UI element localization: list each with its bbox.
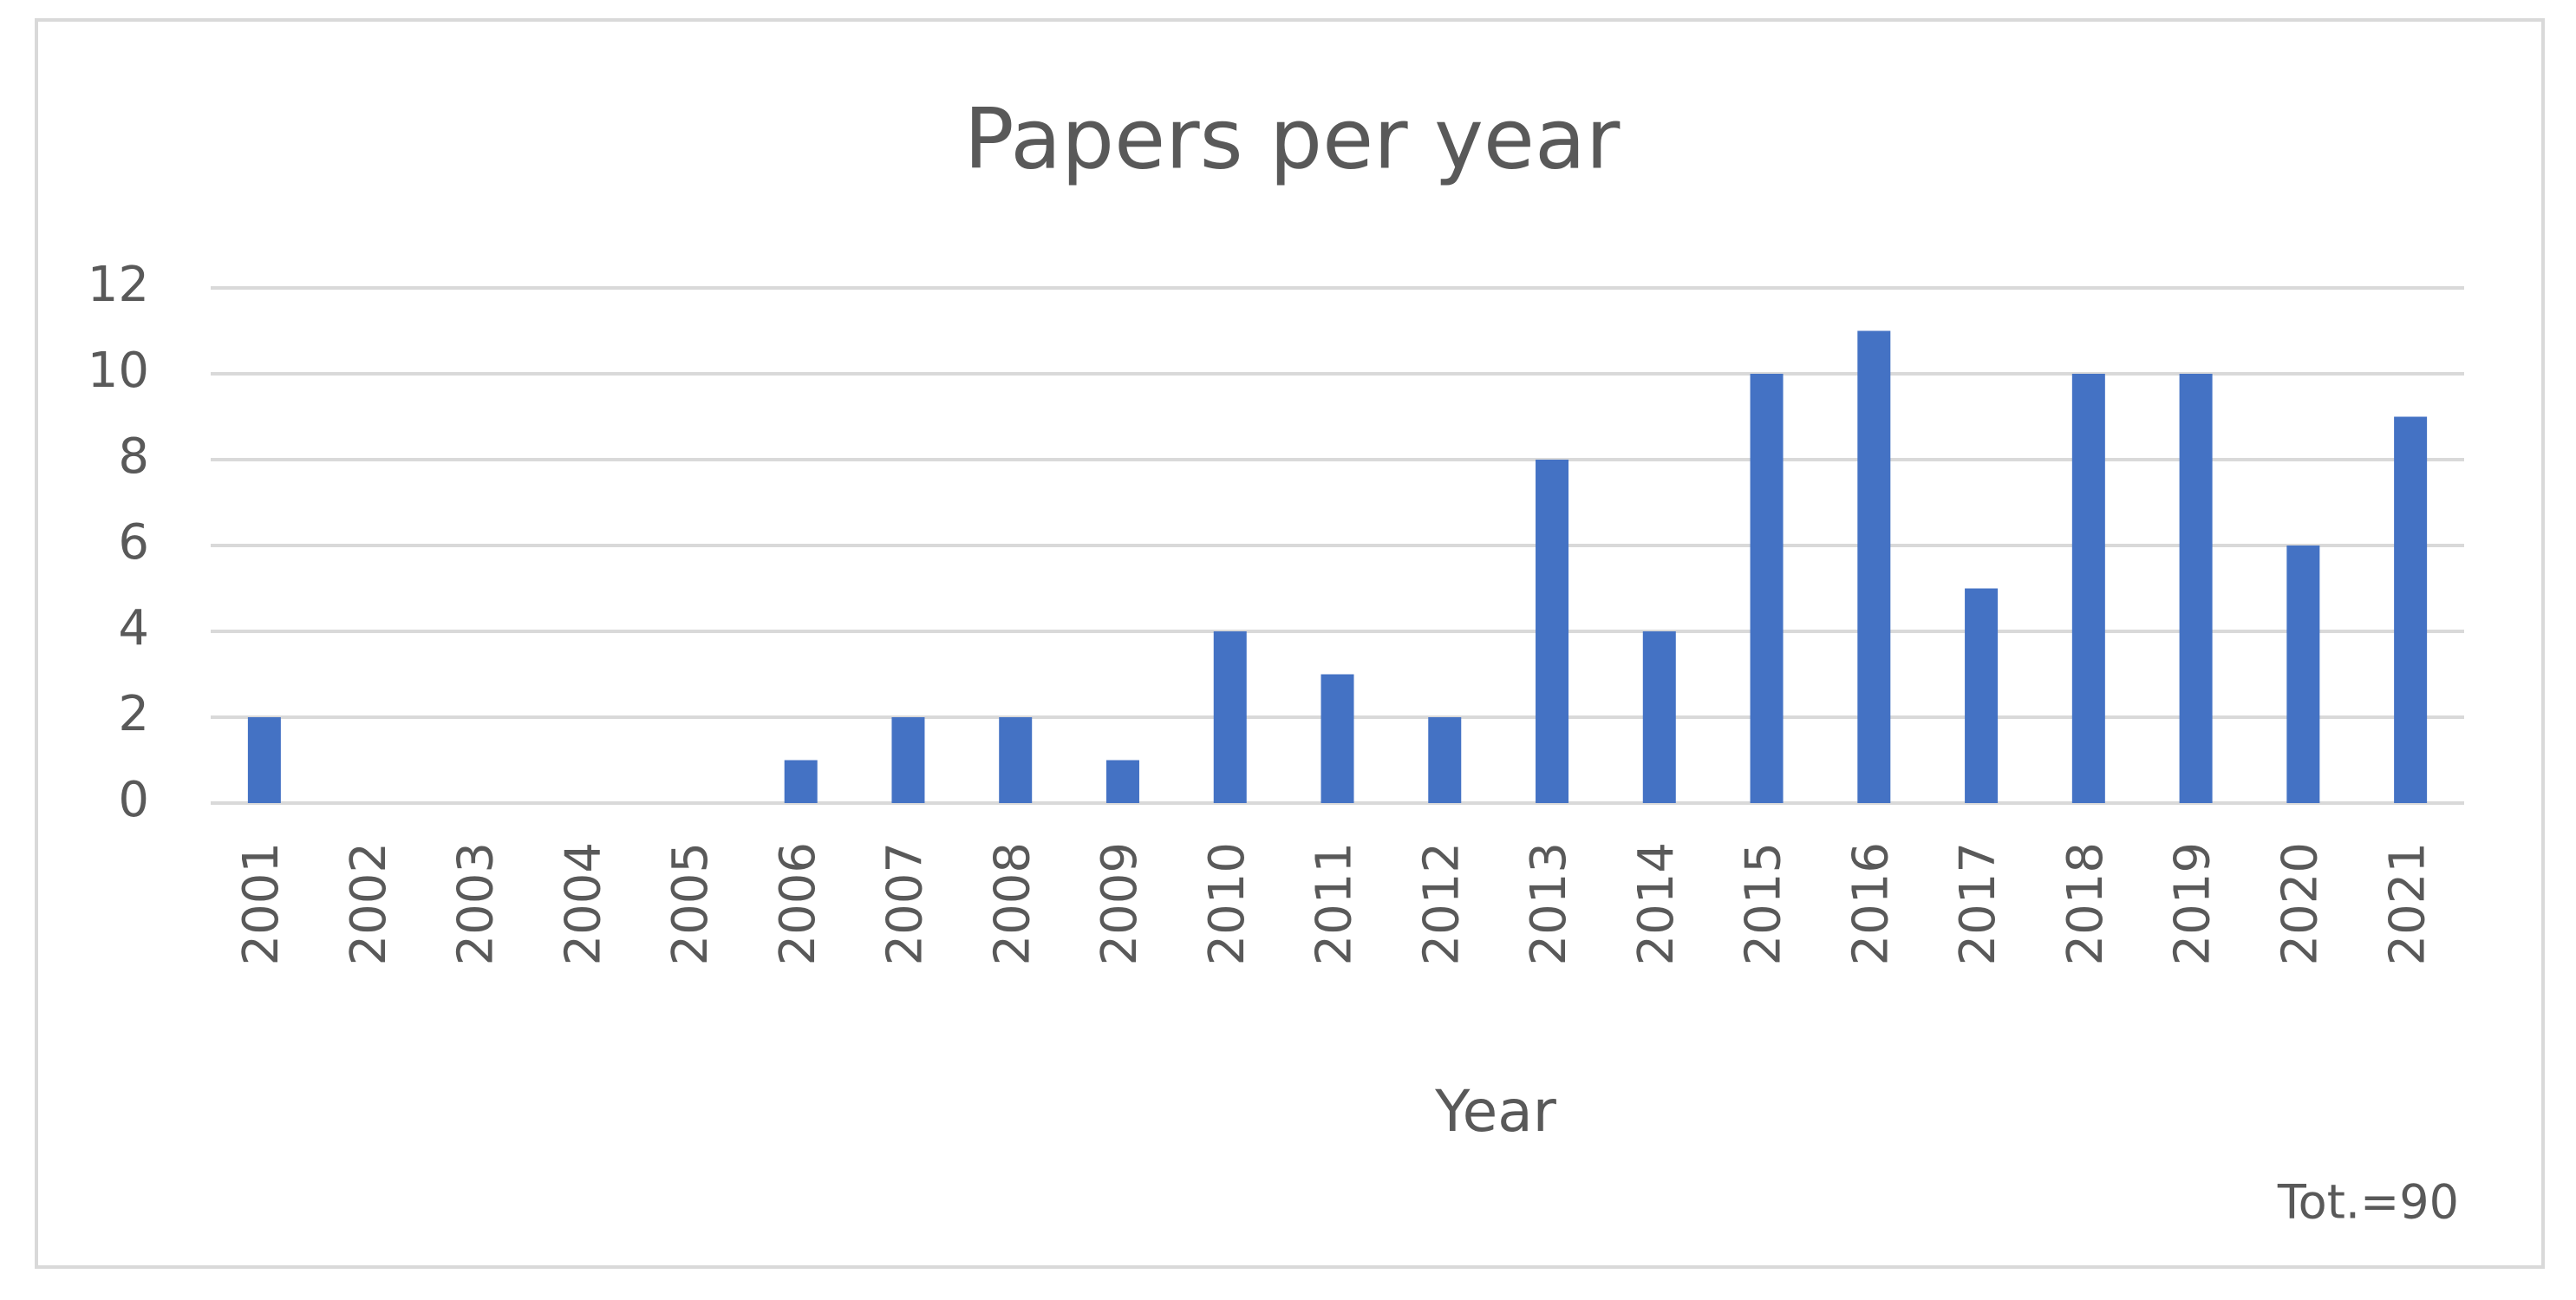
x-tick-label: 2002 [341, 842, 397, 966]
bar [1428, 717, 1462, 803]
y-tick-label: 8 [118, 428, 149, 485]
x-tick-label: 2015 [1736, 842, 1792, 966]
x-tick-label: 2016 [1842, 842, 1899, 966]
x-tick-label: 2004 [555, 842, 611, 966]
x-tick-label: 2012 [1413, 842, 1470, 966]
bar [2286, 545, 2320, 803]
bar [1213, 631, 1247, 803]
x-tick-label: 2018 [2058, 842, 2114, 966]
x-tick-label: 2014 [1628, 842, 1685, 966]
x-axis-label: Year [1434, 1078, 1557, 1145]
y-tick-label: 6 [118, 514, 149, 571]
annotation: Tot.=90 [2277, 1175, 2459, 1230]
chart-title: Papers per year [964, 90, 1621, 187]
bar [891, 717, 925, 803]
bar [1642, 631, 1676, 803]
x-tick-label: 2019 [2165, 842, 2221, 966]
bar [2394, 416, 2428, 803]
bar [1750, 374, 1784, 803]
bar [1105, 760, 1139, 803]
chart-border [35, 18, 2545, 1269]
y-tick-label: 0 [118, 772, 149, 828]
x-tick-label: 2020 [2272, 842, 2328, 966]
x-tick-label: 2010 [1199, 842, 1255, 966]
x-tick-label: 2007 [877, 842, 934, 966]
bar [1321, 674, 1354, 803]
bar [1857, 330, 1891, 803]
x-tick-label: 2005 [662, 842, 719, 966]
bar [1965, 588, 1999, 803]
x-tick-label: 2008 [984, 842, 1040, 966]
bar [2071, 374, 2105, 803]
bar [247, 717, 281, 803]
y-tick-label: 12 [88, 257, 149, 313]
x-tick-label: 2017 [1950, 842, 2006, 966]
bar [784, 760, 818, 803]
bar [1536, 460, 1569, 803]
bar [999, 717, 1033, 803]
y-tick-label: 2 [118, 686, 149, 742]
y-tick-label: 10 [88, 343, 149, 399]
y-tick-label: 4 [118, 600, 149, 657]
x-tick-label: 2001 [233, 842, 290, 966]
x-tick-label: 2003 [448, 842, 505, 966]
x-tick-label: 2011 [1307, 842, 1363, 966]
x-tick-label: 2013 [1521, 842, 1577, 966]
x-tick-label: 2006 [770, 842, 826, 966]
x-tick-label: 2009 [1092, 842, 1148, 966]
x-tick-label: 2021 [2379, 842, 2436, 966]
bar [2179, 374, 2213, 803]
